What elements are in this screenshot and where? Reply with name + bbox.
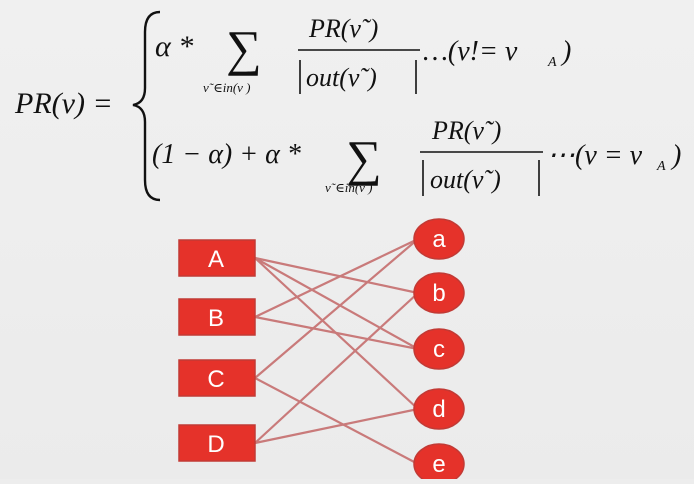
left-node-B: B — [178, 298, 256, 336]
edge-D-b — [254, 292, 419, 444]
right-node-label: d — [432, 396, 445, 423]
left-node-A: A — [178, 239, 256, 277]
case2-sum-symbol: ∑ — [346, 130, 382, 186]
case1-coefficient: α * — [155, 30, 193, 63]
case1-condition-close: ) — [560, 36, 571, 67]
left-node-box — [178, 424, 256, 462]
left-node-D: D — [178, 424, 256, 462]
left-node-C: C — [178, 359, 256, 397]
formula-case-1: α * ∑ v˜∈in(v ) PR(v˜) out(v˜) …(v!= v A… — [155, 14, 571, 95]
right-node-circle — [413, 272, 465, 314]
case2-condition: ⋯(v = v — [547, 140, 643, 171]
right-node-label: b — [432, 280, 445, 307]
formula-brace — [132, 10, 161, 202]
right-node-circle — [413, 388, 465, 430]
graph-nodes: A B C Dab c d e — [178, 218, 465, 484]
edge-A-c — [254, 257, 419, 350]
case1-sum-subscript: v˜∈in(v ) — [203, 80, 251, 95]
right-node-c: c — [413, 328, 465, 370]
formula-case-2: (1 − α) + α * ∑ v˜∈in(v ) PR(v˜) out(v˜)… — [152, 116, 681, 196]
right-node-circle — [413, 218, 465, 260]
pagerank-formula: PR(v) = α * ∑ v˜∈in(v ) PR(v˜) out(v˜) …… — [14, 10, 681, 202]
right-node-b: b — [413, 272, 465, 314]
bipartite-graph: A B C Dab c d e — [178, 218, 465, 484]
case2-fraction-denominator: out(v˜) — [430, 165, 501, 194]
case2-condition-subscript: A — [656, 159, 666, 174]
right-node-label: c — [433, 336, 445, 363]
right-node-e: e — [413, 443, 465, 484]
right-node-label: a — [432, 226, 446, 253]
right-node-circle — [413, 328, 465, 370]
edge-C-a — [254, 238, 419, 379]
case2-condition-close: ) — [670, 140, 681, 171]
right-node-d: d — [413, 388, 465, 430]
case1-fraction-numerator: PR(v˜) — [308, 14, 378, 43]
left-node-label: D — [207, 431, 224, 458]
case2-fraction-numerator: PR(v˜) — [431, 116, 501, 145]
left-node-label: B — [208, 305, 224, 332]
left-node-box — [178, 359, 256, 397]
case1-condition-subscript: A — [547, 55, 557, 70]
left-node-box — [178, 239, 256, 277]
edge-D-d — [254, 407, 419, 445]
right-node-label: e — [432, 451, 445, 478]
case2-sum-subscript: v˜∈in(v ) — [325, 180, 373, 195]
right-node-circle — [413, 443, 465, 484]
case1-condition: …(v!= v — [423, 36, 518, 67]
edge-B-a — [254, 238, 419, 318]
case1-sum-symbol: ∑ — [226, 20, 262, 76]
graph-edges — [254, 238, 419, 465]
edge-C-e — [254, 377, 419, 465]
left-node-label: A — [208, 246, 224, 273]
edge-B-c — [254, 315, 419, 351]
case1-fraction-denominator: out(v˜) — [306, 63, 377, 92]
formula-lhs: PR(v) = — [14, 87, 113, 120]
right-node-a: a — [413, 218, 465, 260]
edge-A-b — [254, 256, 419, 295]
left-node-box — [178, 298, 256, 336]
case2-coefficient: (1 − α) + α * — [152, 139, 301, 170]
left-node-label: C — [207, 366, 224, 393]
